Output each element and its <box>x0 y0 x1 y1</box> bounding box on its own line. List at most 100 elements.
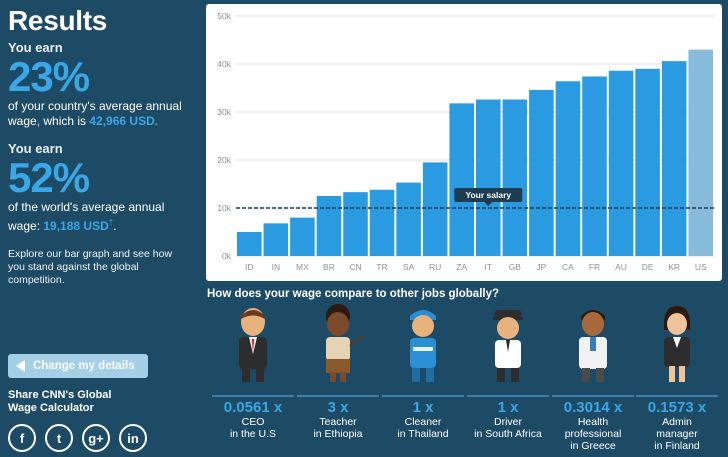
job-divider <box>552 395 634 397</box>
job-card-health-professional: 0.3014 x Health professional in Greece <box>552 302 634 452</box>
y-tick-label: 0k <box>222 251 232 261</box>
job-multiplier: 0.3014 x <box>563 399 623 416</box>
job-location: in Ethiopia <box>313 428 363 440</box>
arrow-left-icon <box>16 360 25 372</box>
bar-tr <box>369 189 395 256</box>
job-card-driver: 1 x Driver in South Africa <box>467 302 549 440</box>
your-salary-label: Your salary <box>465 190 511 200</box>
wage-bar-chart-panel: 0k 10k 20k 30k 40k 50k ID IN MX BR CN TR SA RU ZA IT GB J… <box>206 4 722 281</box>
job-card-cleaner: 1 x Cleaner in Thailand <box>382 302 464 440</box>
x-tick-label: AU <box>615 262 627 272</box>
x-tick-label: ZA <box>456 262 467 272</box>
bar-mx <box>290 217 315 256</box>
job-multiplier: 1 x <box>412 399 434 416</box>
country-desc-end: . <box>154 114 159 128</box>
earn-label-country: You earn <box>8 40 63 55</box>
bar-id <box>237 232 262 256</box>
y-tick-label: 40k <box>217 59 231 69</box>
your-salary-tooltip-pointer <box>484 202 493 206</box>
world-wage-description: of the world's average annual wage: 19,1… <box>8 200 190 234</box>
linkedin-glyph: in <box>127 430 139 446</box>
x-tick-label: US <box>695 262 707 272</box>
your-salary-tooltip <box>454 188 523 202</box>
x-tick-label: TR <box>376 262 387 272</box>
job-multiplier: 1 x <box>497 399 519 416</box>
twitter-glyph: t <box>56 430 62 446</box>
facebook-icon[interactable]: f <box>8 424 36 452</box>
x-tick-label: CA <box>562 262 574 272</box>
bar-in <box>263 223 289 256</box>
earn-label-world: You earn <box>8 141 63 156</box>
googleplus-glyph: g+ <box>88 430 104 446</box>
admin-manager-figure-icon <box>664 306 690 382</box>
facebook-glyph: f <box>19 430 25 446</box>
job-card-teacher: 3 x Teacher in Ethiopia <box>297 302 379 440</box>
explore-text: Explore our bar graph and see how you st… <box>8 248 173 286</box>
job-title: Cleaner <box>404 416 442 428</box>
world-desc-end: . <box>113 219 117 233</box>
x-tick-label: GB <box>509 262 522 272</box>
world-average-wage: 19,188 USD <box>43 219 109 233</box>
x-tick-label: DE <box>642 262 654 272</box>
googleplus-icon[interactable]: g+ <box>82 424 110 452</box>
x-tick-label: KR <box>668 262 680 272</box>
country-percentage: 23% <box>8 53 90 100</box>
job-multiplier: 0.0561 x <box>223 399 283 416</box>
change-details-label: Change my details <box>33 360 135 372</box>
world-percentage: 52% <box>8 154 90 201</box>
linkedin-icon[interactable]: in <box>119 424 147 452</box>
job-divider <box>636 395 718 397</box>
job-divider <box>297 395 379 397</box>
job-multiplier: 3 x <box>327 399 349 416</box>
x-tick-label: IN <box>272 262 281 272</box>
x-tick-label: CN <box>349 262 361 272</box>
twitter-icon[interactable]: t <box>45 424 73 452</box>
bar-za <box>449 103 474 256</box>
x-tick-label: IT <box>484 262 492 272</box>
y-tick-label: 30k <box>217 107 231 117</box>
job-divider <box>467 395 549 397</box>
job-title-cont: professional <box>564 428 622 440</box>
job-card-ceo: 0.0561 x CEO in the U.S <box>212 302 294 440</box>
wage-bar-chart: 0k 10k 20k 30k 40k 50k ID IN MX BR CN TR SA RU ZA IT GB J… <box>217 11 714 272</box>
bar-gb <box>502 99 528 257</box>
change-details-button[interactable]: Change my details <box>8 354 148 378</box>
job-card-admin-manager: 0.1573 x Admin manager in Finland <box>636 302 718 452</box>
driver-figure-icon <box>493 310 523 382</box>
job-title-cont: manager <box>656 428 698 440</box>
bar-ru <box>422 162 448 256</box>
job-location: in Finland <box>654 440 700 452</box>
job-comparison-list: 0.0561 x CEO in the U.S 3 x Teacher in E… <box>212 302 718 457</box>
x-tick-label: ID <box>245 262 254 272</box>
job-location: in Greece <box>570 440 616 452</box>
page-title: Results <box>8 5 108 36</box>
compare-question: How does your wage compare to other jobs… <box>207 288 500 300</box>
bar-fr <box>582 76 607 256</box>
cleaner-figure-icon <box>410 310 436 382</box>
bar-au <box>608 70 634 256</box>
bar-jp <box>529 89 554 256</box>
job-title: Admin <box>662 416 692 428</box>
job-location: in Thailand <box>397 428 449 440</box>
social-links: f t g+ in <box>8 424 147 452</box>
job-multiplier: 0.1573 x <box>647 399 707 416</box>
job-divider <box>382 395 464 397</box>
job-title: CEO <box>241 416 265 428</box>
bar-cn <box>343 192 368 256</box>
share-text: Share CNN's Global Wage Calculator <box>8 389 112 414</box>
world-desc-text: of the world's average annual wage: <box>8 200 165 233</box>
x-tick-label: BR <box>323 262 335 272</box>
ceo-figure-icon <box>239 308 267 382</box>
bar-us <box>688 49 713 256</box>
bar-de <box>635 68 660 256</box>
job-title: Health <box>577 416 609 428</box>
country-wage-description: of your country's average annual wage, w… <box>8 99 190 129</box>
health-professional-figure-icon <box>579 310 607 382</box>
y-tick-label: 50k <box>217 11 231 21</box>
job-title: Driver <box>494 416 522 428</box>
country-desc-text: of your country's average annual wage, w… <box>8 99 182 128</box>
job-location: in South Africa <box>474 428 542 440</box>
bar-br <box>316 196 342 256</box>
bar-kr <box>661 61 687 257</box>
results-panel: Results You earn 23% of your country's a… <box>0 0 200 457</box>
